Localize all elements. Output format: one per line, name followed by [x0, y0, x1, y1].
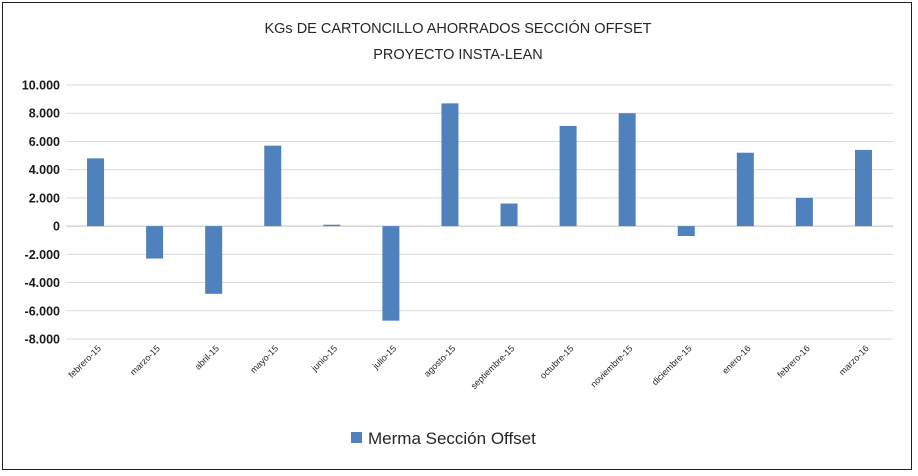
- bar-junio-15: [323, 224, 341, 227]
- y-tick-label: 10.000: [22, 79, 60, 93]
- bar-enero-16: [736, 152, 754, 227]
- y-tick-label: 6.000: [29, 135, 60, 149]
- x-tick-label: noviembre-15: [589, 343, 635, 389]
- y-tick-label: -2.000: [25, 248, 60, 262]
- legend: Merma Sección Offset: [351, 429, 536, 448]
- bar-diciembre-15: [677, 226, 695, 236]
- bar-julio-15: [382, 226, 400, 321]
- y-tick-label: -8.000: [25, 333, 60, 347]
- bar-mayo-15: [264, 145, 282, 227]
- bars: [87, 103, 872, 321]
- gridlines: [66, 84, 893, 340]
- x-tick-label: julio-15: [370, 343, 398, 371]
- y-tick-label: 0: [53, 220, 60, 234]
- y-axis-ticks: 10.000 8.000 6.000 4.000 2.000 0 -2.000 -4.000 -…: [22, 79, 60, 347]
- bar-marzo-15: [146, 226, 164, 259]
- bar-octubre-15: [559, 125, 577, 227]
- x-tick-label: agosto-15: [422, 343, 457, 378]
- bar-noviembre-15: [618, 113, 636, 227]
- bar-agosto-15: [441, 103, 459, 227]
- bar-febrero-16: [795, 197, 813, 227]
- bar-febrero-15: [87, 158, 105, 227]
- x-tick-label: febrero-16: [775, 343, 811, 379]
- x-axis-ticks: febrero-15 marzo-15 abril-15 mayo-15 junio-1…: [67, 343, 871, 391]
- legend-label: Merma Sección Offset: [368, 429, 536, 448]
- y-tick-label: 2.000: [29, 191, 60, 205]
- bar-marzo-16: [854, 149, 872, 227]
- bar-abril-15: [205, 226, 223, 294]
- x-tick-label: junio-15: [309, 343, 339, 373]
- y-tick-label: 4.000: [29, 163, 60, 177]
- x-tick-label: septiembre-15: [469, 343, 517, 391]
- x-tick-label: abril-15: [193, 343, 221, 371]
- x-tick-label: marzo-16: [837, 343, 871, 377]
- bar-septiembre-15: [500, 203, 518, 227]
- chart-title: KGs DE CARTONCILLO AHORRADOS SECCIÓN OFF…: [264, 20, 651, 37]
- y-tick-label: -4.000: [25, 276, 60, 290]
- y-tick-label: -6.000: [25, 304, 60, 318]
- x-tick-label: octubre-15: [538, 343, 575, 380]
- y-tick-label: 8.000: [29, 107, 60, 121]
- chart-subtitle: PROYECTO INSTA-LEAN: [373, 47, 542, 63]
- legend-swatch: [351, 432, 362, 443]
- x-tick-label: marzo-15: [128, 343, 162, 377]
- x-tick-label: enero-16: [720, 343, 753, 376]
- x-tick-label: diciembre-15: [650, 343, 694, 387]
- x-tick-label: febrero-15: [67, 343, 103, 379]
- x-tick-label: mayo-15: [248, 343, 280, 375]
